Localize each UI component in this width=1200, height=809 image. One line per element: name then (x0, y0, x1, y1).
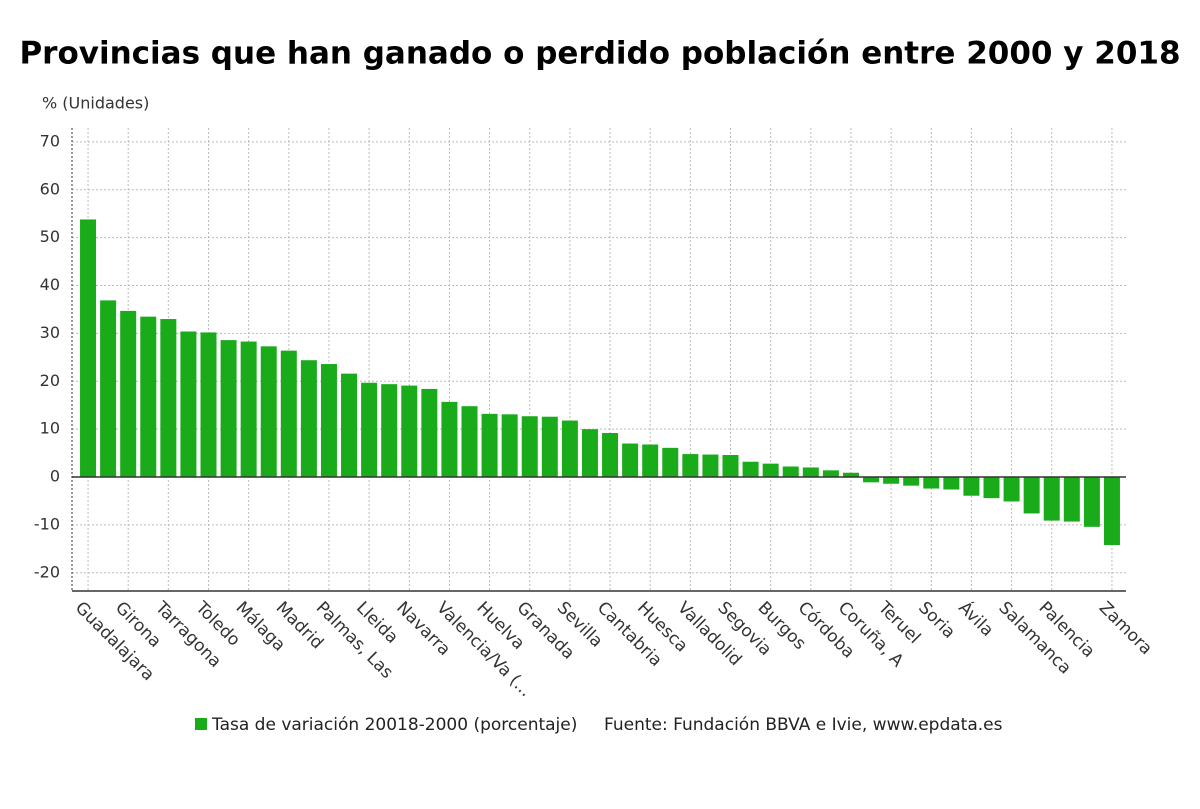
y-tick-label: 60 (40, 179, 60, 198)
bar (581, 429, 598, 478)
bar (642, 444, 659, 478)
bar (140, 316, 157, 478)
bar (983, 477, 1000, 499)
bar (421, 388, 438, 478)
bar (742, 461, 759, 478)
bar (240, 341, 257, 478)
bar (762, 463, 779, 478)
bar (381, 384, 398, 478)
bar (100, 300, 117, 478)
bar (280, 350, 297, 478)
bar (842, 472, 859, 478)
bar (521, 416, 538, 478)
bar (1023, 477, 1040, 514)
y-tick-label: -20 (34, 562, 60, 581)
bar (782, 466, 799, 478)
y-tick-label: 10 (40, 419, 60, 438)
legend-swatch (195, 718, 207, 730)
bar (260, 346, 277, 478)
bar (903, 477, 920, 486)
bar (120, 310, 137, 478)
bar (662, 447, 679, 478)
bar (401, 385, 418, 478)
bar (220, 340, 237, 478)
bar (963, 477, 980, 496)
bar (1063, 477, 1080, 522)
bar (883, 477, 900, 484)
bar (441, 401, 458, 478)
bar (682, 454, 699, 478)
y-axis-label: % (Unidades) (42, 94, 149, 113)
y-tick-label: 30 (40, 323, 60, 342)
bar (1003, 477, 1020, 502)
bar (923, 477, 940, 489)
bar (722, 455, 739, 478)
y-tick-label: 0 (50, 467, 60, 486)
x-tick-label: Ávila (954, 597, 998, 641)
bar (561, 420, 578, 478)
bar (622, 443, 639, 478)
bar (160, 319, 177, 478)
bar (501, 414, 518, 478)
bars (80, 219, 1120, 546)
bar (300, 360, 317, 478)
y-tick-label: 50 (40, 227, 60, 246)
y-tick-label: 40 (40, 275, 60, 294)
y-tick-label: -10 (34, 514, 60, 533)
bar (802, 467, 819, 478)
bar (943, 477, 960, 490)
bar (461, 406, 478, 478)
bar (200, 332, 217, 478)
source: Fuente: Fundación BBVA e Ivie, www.epdat… (604, 715, 1003, 735)
bar (180, 331, 197, 478)
bar (541, 416, 558, 478)
x-tick-label: Zamora (1095, 598, 1156, 659)
bar (481, 413, 498, 478)
bar (602, 432, 619, 478)
bar (1043, 477, 1060, 521)
y-tick-label: 20 (40, 371, 60, 390)
chart-title: Provincias que han ganado o perdido pobl… (19, 36, 1180, 72)
bar (361, 382, 378, 478)
bar (320, 364, 337, 478)
legend-label: Tasa de variación 20018-2000 (porcentaje… (211, 715, 577, 735)
bar (1103, 477, 1120, 546)
bar (822, 470, 839, 478)
bar (1083, 477, 1100, 527)
bar (341, 373, 358, 478)
bar (863, 477, 880, 483)
bar (702, 454, 719, 478)
y-tick-label: 70 (40, 131, 60, 150)
bar (80, 219, 97, 478)
